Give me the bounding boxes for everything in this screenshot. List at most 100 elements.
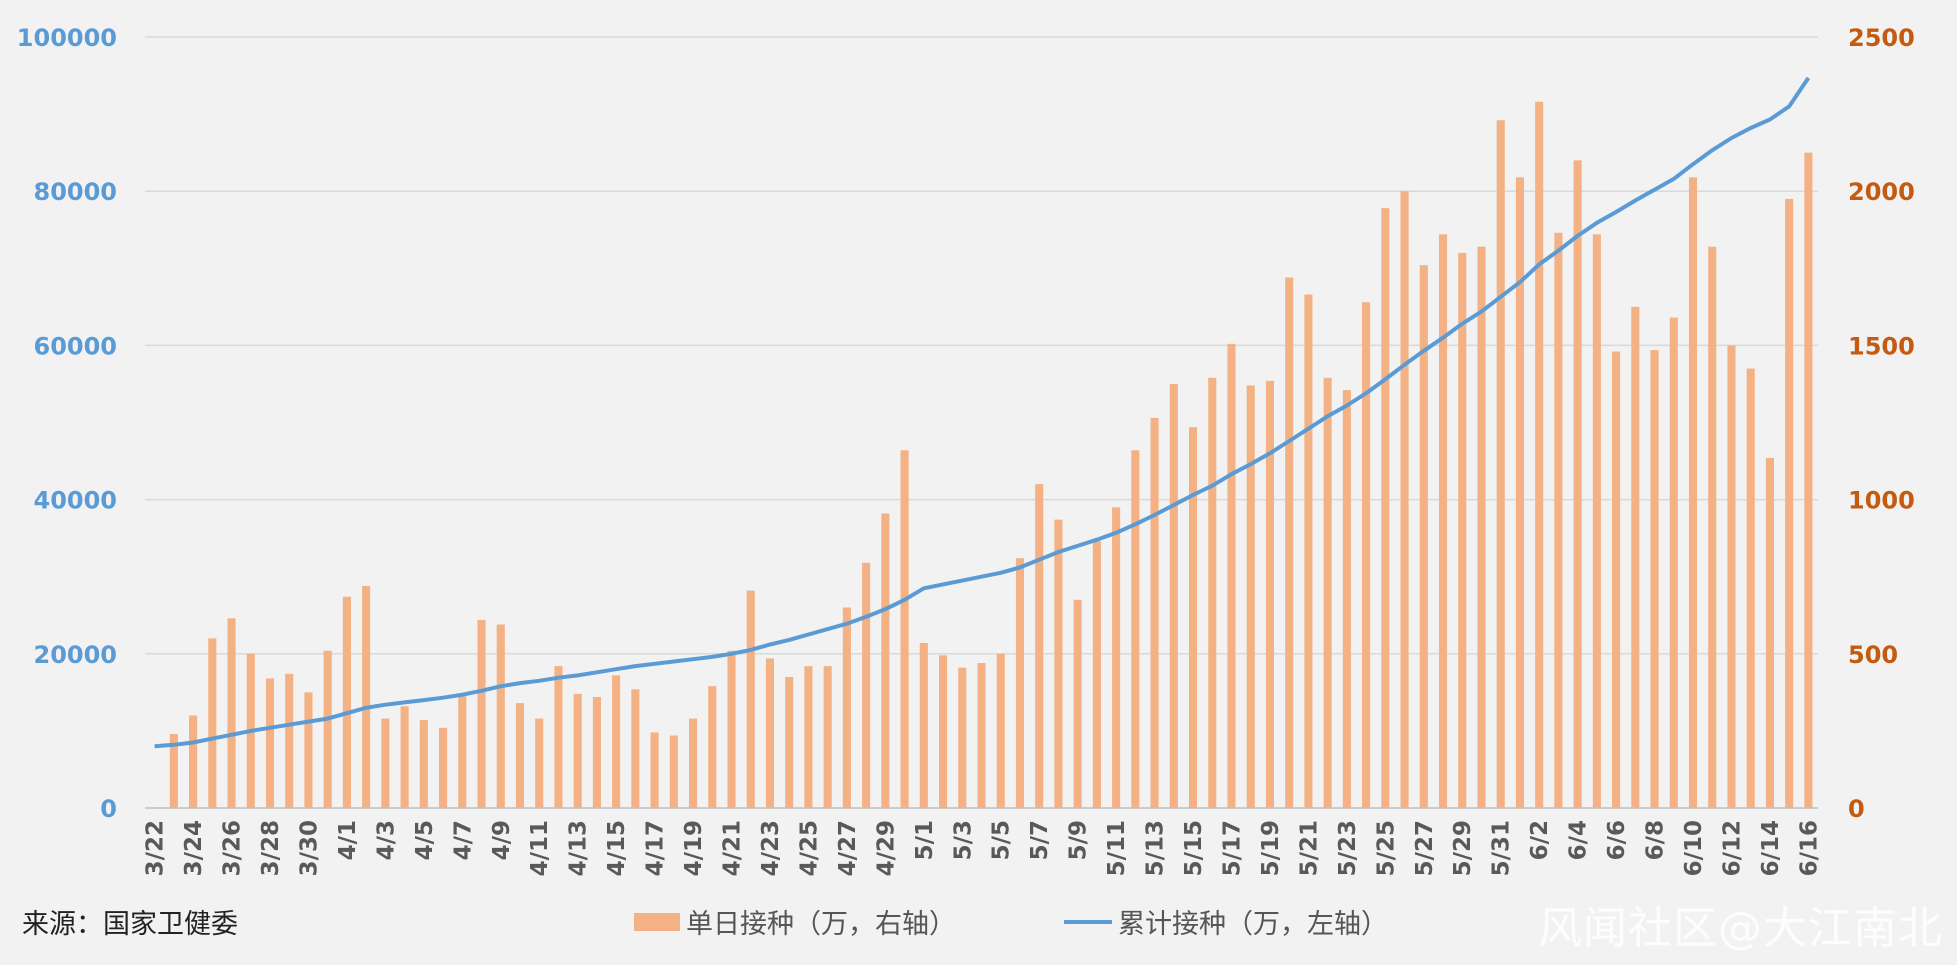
daily-bar — [900, 450, 909, 808]
daily-bar — [708, 686, 717, 808]
left-tick-label: 80000 — [34, 178, 118, 206]
daily-bar — [573, 693, 582, 808]
daily-bar — [1188, 427, 1198, 808]
daily-bar — [958, 667, 967, 808]
x-tick-label: 4/29 — [873, 820, 899, 876]
daily-bar — [1323, 377, 1332, 808]
cumulative-line — [154, 76, 1811, 749]
daily-bar — [535, 718, 544, 808]
daily-bar — [746, 590, 755, 808]
daily-bar — [1573, 160, 1582, 809]
x-tick-label: 6/10 — [1681, 820, 1707, 876]
x-tick-label: 4/9 — [489, 820, 515, 860]
x-tick-label: 4/3 — [373, 820, 399, 860]
x-tick-label: 4/17 — [643, 820, 669, 876]
left-axis-ticks: 0 20000 40000 60000 80000 100000 — [17, 24, 117, 823]
daily-bar — [1592, 234, 1601, 809]
x-tick-label: 3/30 — [296, 820, 322, 876]
daily-bar — [1150, 417, 1159, 808]
x-tick-label: 6/2 — [1527, 820, 1553, 860]
daily-bar — [919, 643, 928, 808]
daily-bar — [169, 733, 178, 808]
left-tick-label: 60000 — [34, 332, 118, 360]
daily-bar — [1265, 380, 1274, 808]
daily-bar — [1477, 246, 1486, 808]
x-tick-label: 6/14 — [1758, 820, 1784, 876]
daily-bar — [689, 718, 698, 808]
right-tick-label: 1500 — [1848, 332, 1915, 360]
x-tick-label: 4/11 — [527, 820, 553, 876]
source-note: 来源：国家卫健委 — [22, 909, 238, 940]
vaccination-combo-chart: 0 20000 40000 60000 80000 100000 0 500 1000 1500… — [17, 24, 1915, 876]
daily-bar — [1227, 343, 1236, 808]
x-tick-label: 4/5 — [412, 820, 438, 860]
daily-bar — [1612, 351, 1621, 808]
left-tick-label: 0 — [100, 795, 117, 823]
cumulative-series-line — [154, 76, 1811, 749]
daily-bar — [631, 689, 640, 808]
daily-bar — [1458, 252, 1467, 808]
x-tick-label: 4/21 — [720, 820, 746, 876]
x-tick-label: 5/11 — [1104, 820, 1130, 876]
daily-bar — [1054, 519, 1063, 808]
daily-bar — [669, 735, 678, 808]
x-tick-label: 4/15 — [604, 820, 630, 876]
daily-bar — [612, 675, 621, 808]
legend-line-label: 累计接种（万，左轴） — [1118, 909, 1388, 940]
daily-bar — [400, 706, 409, 808]
x-tick-label: 4/27 — [835, 820, 861, 876]
daily-bar — [1208, 377, 1217, 808]
daily-bar — [1727, 345, 1736, 808]
daily-bars — [169, 101, 1813, 809]
daily-bar — [1073, 599, 1082, 808]
x-tick-label: 6/16 — [1796, 820, 1822, 876]
daily-bar — [1419, 265, 1428, 808]
daily-bar — [265, 678, 275, 808]
x-tick-label: 5/13 — [1143, 820, 1169, 876]
left-tick-label: 20000 — [34, 641, 118, 669]
x-tick-label: 5/23 — [1335, 820, 1361, 876]
right-tick-label: 2500 — [1848, 24, 1915, 52]
x-tick-label: 5/3 — [950, 820, 976, 860]
x-tick-label: 6/6 — [1604, 820, 1630, 860]
right-tick-label: 2000 — [1848, 178, 1915, 206]
daily-bar — [1381, 208, 1390, 809]
x-tick-label: 5/25 — [1373, 820, 1399, 876]
daily-bar — [1438, 234, 1448, 809]
daily-bar — [1631, 306, 1640, 808]
daily-bar — [1304, 294, 1313, 808]
daily-bar — [1688, 177, 1698, 808]
daily-bar — [285, 673, 294, 808]
daily-bar — [1131, 450, 1140, 808]
x-tick-label: 5/21 — [1296, 820, 1322, 876]
daily-bar — [785, 676, 794, 808]
x-tick-label: 4/1 — [335, 820, 361, 860]
daily-bar — [362, 585, 371, 808]
daily-bar — [977, 663, 986, 808]
daily-bar — [842, 607, 851, 808]
x-tick-label: 5/31 — [1489, 820, 1515, 876]
daily-bar — [477, 619, 486, 808]
daily-bar — [1785, 198, 1794, 808]
x-axis-ticks: 3/22 3/24 3/26 3/28 3/30 4/1 4/3 4/5 4/7 4/9 4/11 4… — [143, 820, 1823, 876]
legend-bar: 单日接种（万，右轴） — [634, 902, 956, 941]
daily-bar — [208, 638, 217, 808]
daily-bar — [765, 658, 775, 808]
x-tick-label: 5/27 — [1412, 820, 1438, 876]
daily-bar — [1515, 177, 1524, 808]
watermark: 风闻社区@大江南北 — [1538, 903, 1943, 954]
daily-bar — [515, 703, 525, 808]
legend-bar-swatch — [634, 912, 680, 931]
legend-line: 累计接种（万，左轴） — [1064, 902, 1388, 941]
right-tick-label: 0 — [1848, 795, 1865, 823]
daily-bar — [1035, 484, 1044, 808]
daily-bar — [1169, 383, 1178, 808]
daily-bar — [727, 650, 736, 808]
daily-bar — [1746, 368, 1755, 808]
x-tick-label: 3/22 — [143, 820, 169, 876]
daily-bar — [1554, 232, 1563, 809]
daily-bar — [939, 655, 948, 808]
left-tick-label: 40000 — [34, 487, 118, 515]
daily-bar — [496, 624, 505, 808]
x-tick-label: 5/19 — [1258, 820, 1284, 876]
